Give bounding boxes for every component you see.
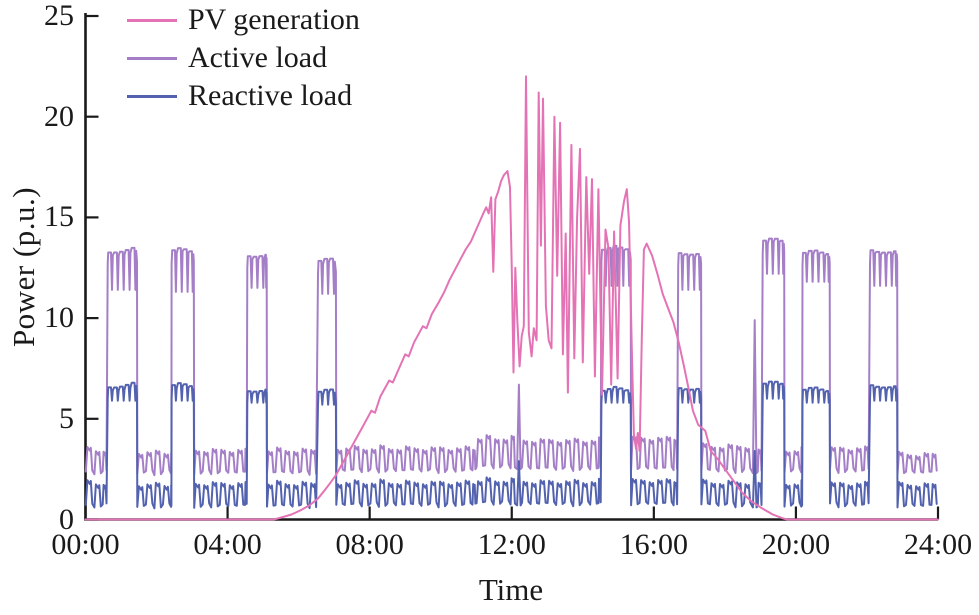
reactive-load-line-swatch xyxy=(127,94,177,98)
legend-item-pv-generation: PV generation xyxy=(127,1,360,39)
x-tick-label: 20:00 xyxy=(761,528,831,561)
series-line-pv-generation xyxy=(84,75,939,521)
y-tick-label: 15 xyxy=(44,200,74,234)
x-axis-label: Time xyxy=(478,572,544,607)
legend-label-reactive-load: Reactive load xyxy=(188,79,353,112)
x-tick-label: 08:00 xyxy=(335,528,404,561)
legend: PV generation Active load Reactive load xyxy=(127,1,360,115)
x-tick-label: 24:00 xyxy=(903,528,973,561)
x-tick-label: 16:00 xyxy=(619,528,688,561)
legend-item-reactive-load: Reactive load xyxy=(127,77,360,115)
y-tick-label: 25 xyxy=(44,0,74,32)
active-load-line-swatch xyxy=(127,56,177,60)
legend-label-pv-generation: PV generation xyxy=(188,3,360,36)
y-tick-label: 20 xyxy=(44,99,74,133)
x-tick-label: 00:00 xyxy=(51,528,120,561)
x-tick-label: 04:00 xyxy=(193,528,262,561)
legend-label-active-load: Active load xyxy=(188,41,328,74)
y-tick-label: 5 xyxy=(59,401,74,435)
legend-item-active-load: Active load xyxy=(127,39,360,77)
x-tick-label: 12:00 xyxy=(477,528,546,561)
pv-generation-line-swatch xyxy=(127,18,177,22)
y-tick-label: 0 xyxy=(59,502,74,536)
series-line-reactive-load xyxy=(84,380,938,510)
y-tick-label: 10 xyxy=(44,301,74,335)
